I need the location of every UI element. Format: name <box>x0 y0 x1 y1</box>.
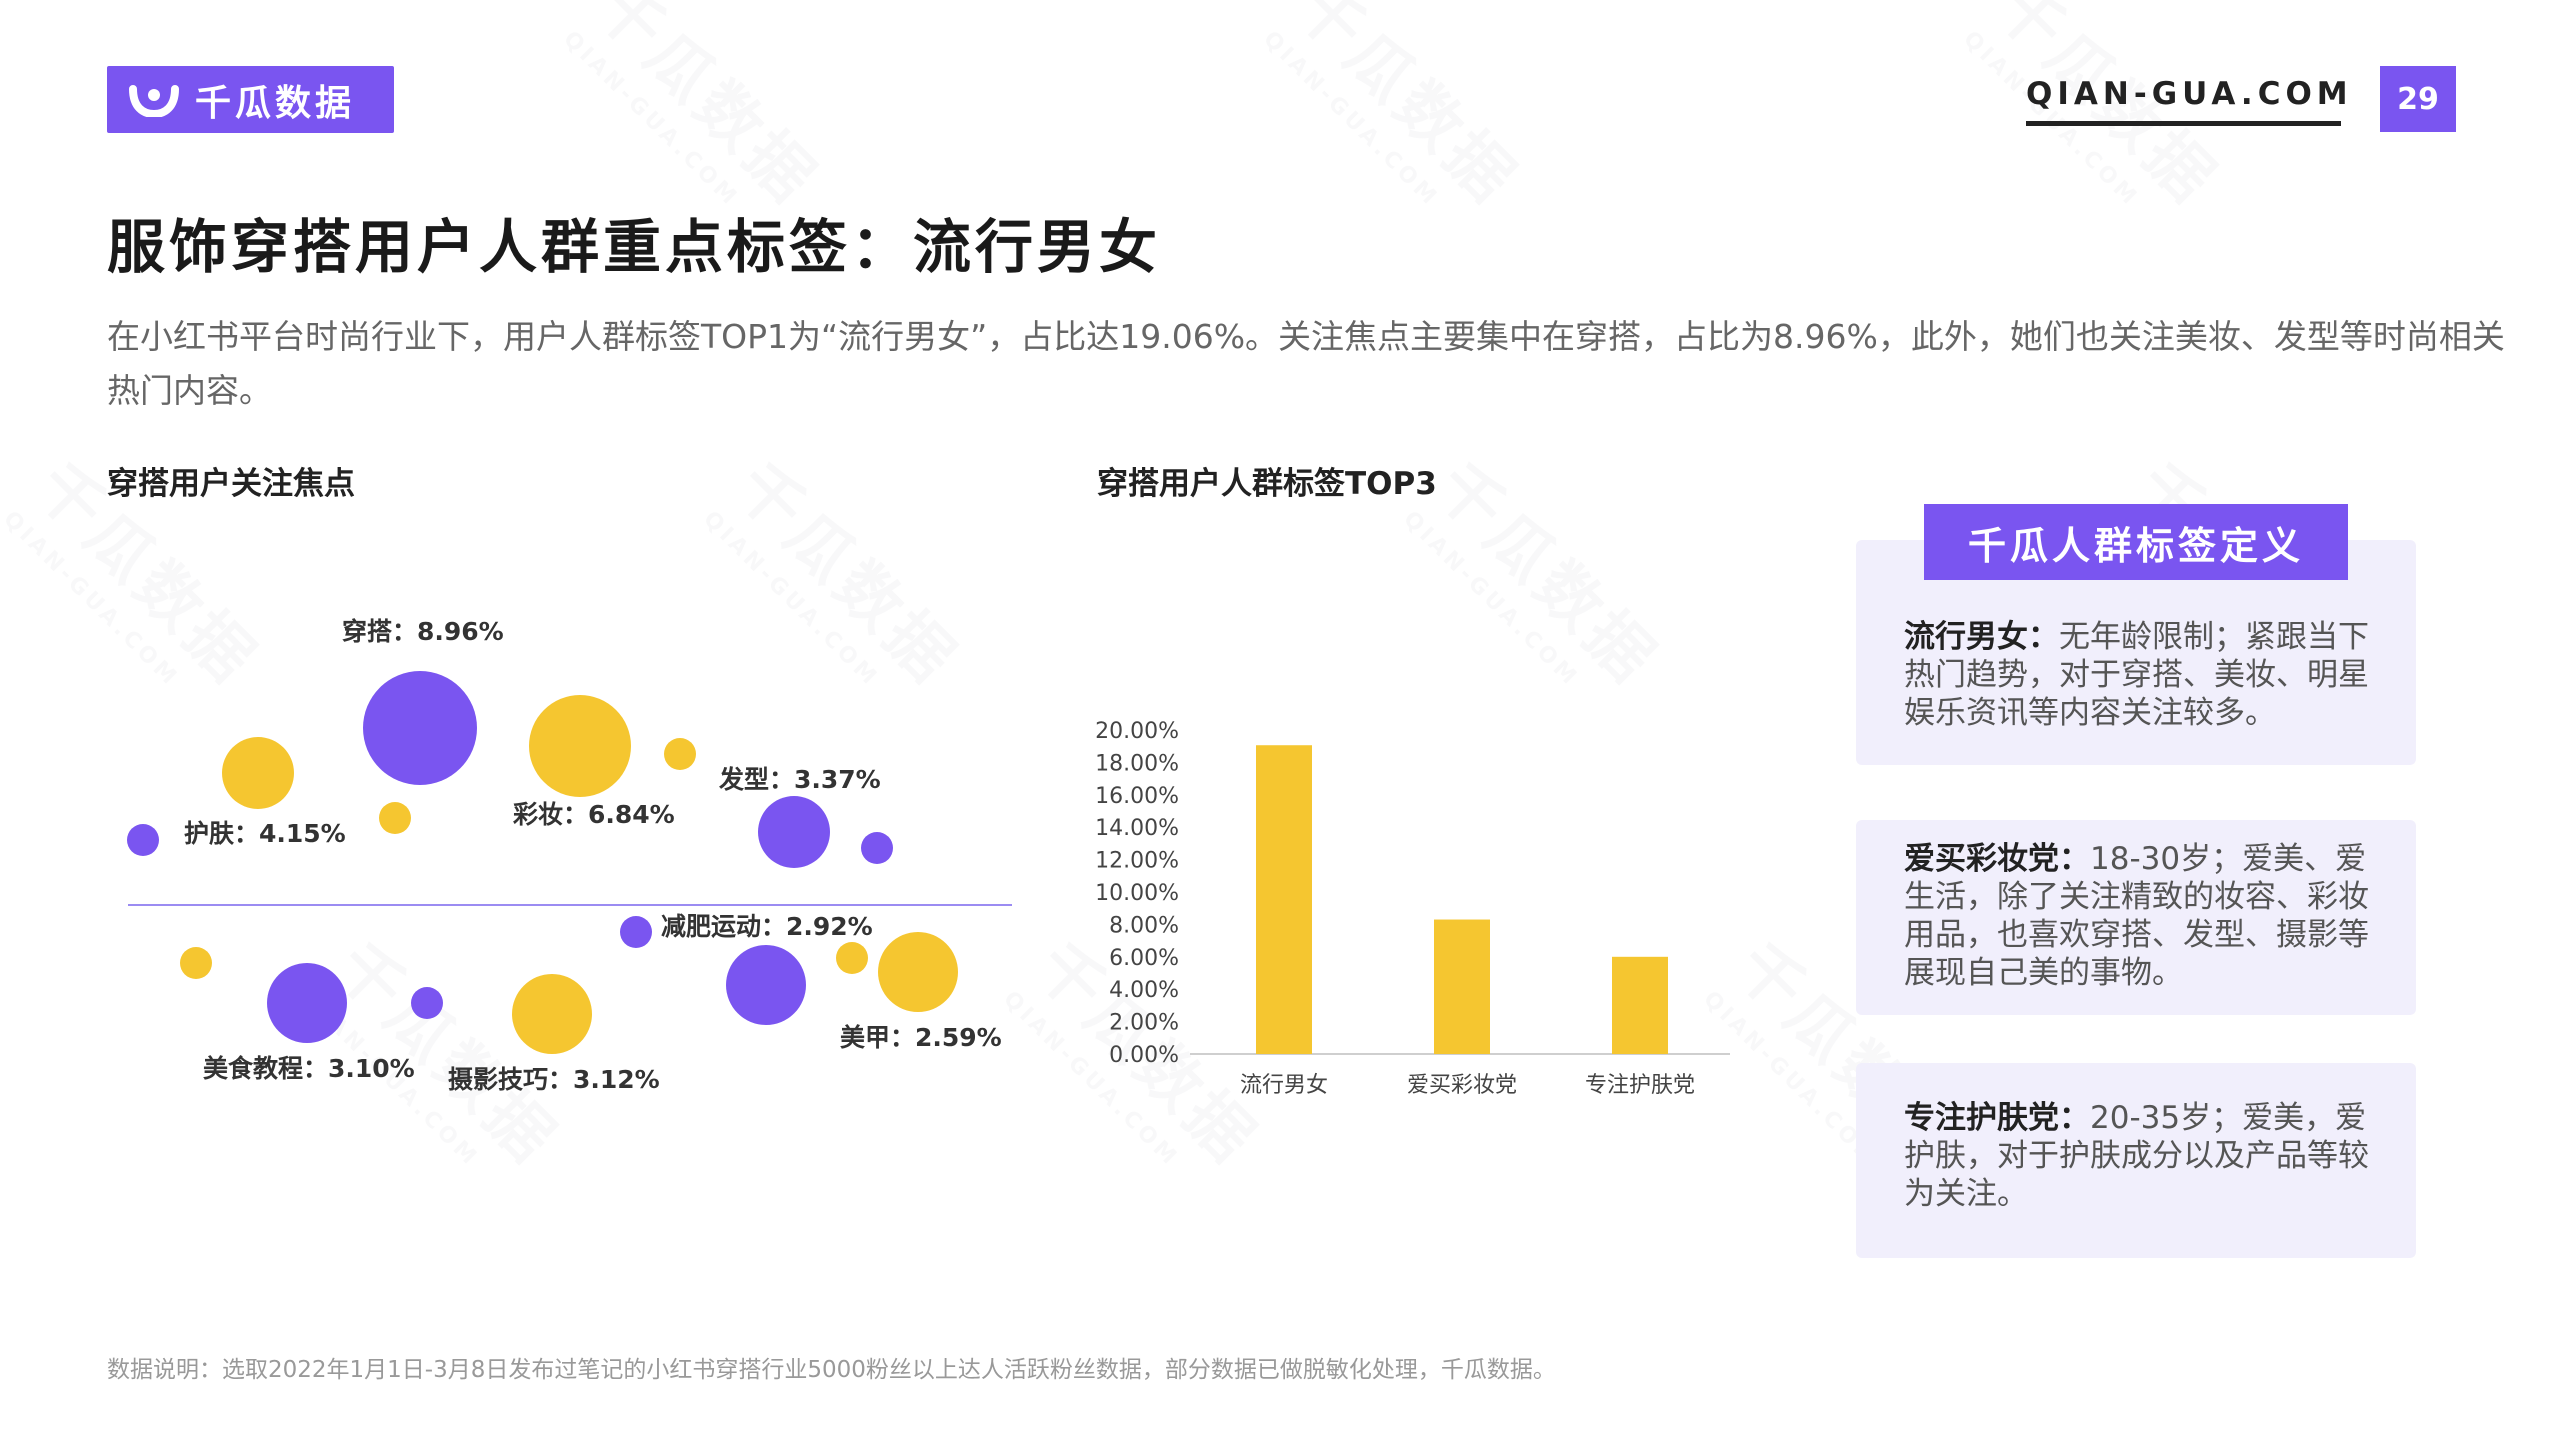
label-faxing: 发型：3.37% <box>718 765 881 794</box>
site-underline <box>2026 121 2341 126</box>
bubble-small <box>836 942 868 974</box>
y-tick-label: 12.00% <box>1095 849 1179 874</box>
bubble-jianfei-big <box>726 945 806 1025</box>
y-axis: 20.00% 18.00% 16.00% 14.00% 12.00% 10.00% 8.00… <box>1095 719 1179 1068</box>
label-chuanda: 穿搭：8.96% <box>342 617 504 646</box>
bubble-faxing <box>758 796 830 868</box>
bar <box>1434 919 1490 1054</box>
bubble-caizhuang <box>529 695 631 797</box>
label-hufu: 护肤：4.15% <box>184 819 346 848</box>
logo-icon <box>129 84 179 117</box>
bar-chart: 20.00% 18.00% 16.00% 14.00% 12.00% 10.00% 8.00… <box>1095 719 1730 1098</box>
brand-name: 千瓜数据 <box>195 82 356 124</box>
y-tick-label: 0.00% <box>1109 1043 1179 1068</box>
y-tick-label: 20.00% <box>1095 719 1179 744</box>
bubble-meishi <box>267 963 347 1043</box>
page-description: 在小红书平台时尚行业下，用户人群标签TOP1为“流行男女”，占比达19.06%。… <box>107 317 2505 410</box>
bubble-small <box>180 947 212 979</box>
y-tick-label: 6.00% <box>1109 946 1179 971</box>
data-note: 数据说明：选取2022年1月1日-3月8日发布过笔记的小红书穿搭行业5000粉丝… <box>107 1357 1556 1383</box>
bubble-small <box>411 987 443 1019</box>
x-tick-label: 爱买彩妆党 <box>1407 1073 1517 1098</box>
bars <box>1256 745 1668 1054</box>
site-url: QIAN-GUA.COM <box>2026 76 2353 112</box>
x-tick-label: 专注护肤党 <box>1585 1073 1695 1098</box>
y-tick-label: 10.00% <box>1095 881 1179 906</box>
label-meishi: 美食教程：3.10% <box>203 1054 415 1083</box>
page-title: 服饰穿搭用户人群重点标签：流行男女 <box>107 213 1162 281</box>
definition-card-3: 专注护肤党：20-35岁；爱美，爱护肤，对于护肤成分以及产品等较为关注。 <box>1856 1063 2416 1258</box>
page-number: 29 <box>2380 66 2456 132</box>
y-tick-label: 4.00% <box>1109 978 1179 1003</box>
label-sheying: 摄影技巧：3.12% <box>448 1065 660 1094</box>
bubble-section-title: 穿搭用户关注焦点 <box>107 466 355 502</box>
y-tick-label: 18.00% <box>1095 751 1179 776</box>
label-caizhuang: 彩妆：6.84% <box>513 800 675 829</box>
definition-heading: 千瓜人群标签定义 <box>1924 504 2348 580</box>
definition-text: 无年龄限制；紧跟当下热门趋势，对于穿搭、美妆、明星娱乐资讯等内容关注较多。 <box>1904 619 2369 731</box>
bar-section-title: 穿搭用户人群标签TOP3 <box>1097 466 1437 502</box>
x-axis: 流行男女 爱买彩妆党 专注护肤党 <box>1240 1073 1695 1098</box>
bubble-small <box>861 832 893 864</box>
bubble-small <box>379 802 411 834</box>
definition-text: 18-30岁；爱美、爱生活，除了关注精致的妆容、彩妆用品，也喜欢穿搭、发型、摄影… <box>1904 841 2369 991</box>
bubble-chuanda <box>363 671 477 785</box>
bubble-jianfei <box>620 916 652 948</box>
bubble-sheying <box>512 974 592 1054</box>
bubble-hufu-deco <box>222 737 294 809</box>
definition-text: 20-35岁；爱美，爱护肤，对于护肤成分以及产品等较为关注。 <box>1904 1100 2369 1212</box>
y-tick-label: 8.00% <box>1109 913 1179 938</box>
y-tick-label: 14.00% <box>1095 816 1179 841</box>
bubble-small <box>664 738 696 770</box>
bubble-hufu <box>127 824 159 856</box>
y-tick-label: 16.00% <box>1095 784 1179 809</box>
definition-name: 爱买彩妆党： <box>1904 841 2090 877</box>
label-jianfei: 减肥运动：2.92% <box>661 912 873 941</box>
label-meijia: 美甲：2.59% <box>840 1023 1002 1052</box>
bubble-meijia <box>878 932 958 1012</box>
bar <box>1256 745 1312 1054</box>
brand-logo: 千瓜数据 <box>107 66 394 133</box>
y-tick-label: 2.00% <box>1109 1011 1179 1036</box>
bubble-chart: 穿搭：8.96% 护肤：4.15% 彩妆：6.84% 发型：3.37% 减肥运动… <box>127 617 1012 1094</box>
x-tick-label: 流行男女 <box>1240 1073 1328 1098</box>
definition-card-2: 爱买彩妆党：18-30岁；爱美、爱生活，除了关注精致的妆容、彩妆用品，也喜欢穿搭… <box>1856 820 2416 1015</box>
definition-name: 专注护肤党： <box>1904 1100 2090 1136</box>
bar <box>1612 956 1668 1054</box>
definition-name: 流行男女： <box>1904 619 2059 655</box>
